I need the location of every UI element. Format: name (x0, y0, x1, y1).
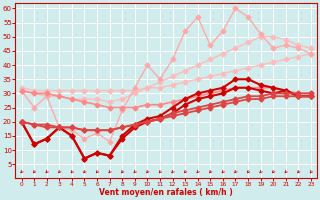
X-axis label: Vent moyen/en rafales ( km/h ): Vent moyen/en rafales ( km/h ) (100, 188, 233, 197)
